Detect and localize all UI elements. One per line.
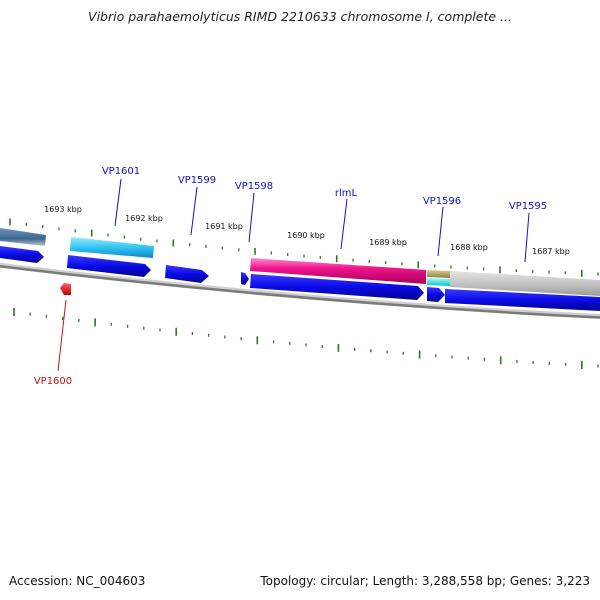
tick-ring-outer (9, 218, 599, 277)
label-leaders (114, 178, 530, 263)
gene-label-vp1601[interactable]: VP1601 (102, 166, 140, 177)
feature-aqua[interactable] (427, 278, 450, 286)
gene-label-vp1595[interactable]: VP1595 (509, 201, 547, 212)
leader-vp1596 (437, 206, 444, 257)
gene-label-vp1598[interactable]: VP1598 (235, 181, 273, 192)
gene-label-vp1596[interactable]: VP1596 (423, 196, 461, 207)
cds-arrow-vp1601[interactable] (67, 255, 151, 277)
scale-label-1691: 1691 kbp (205, 222, 243, 231)
scale-label-1689: 1689 kbp (369, 238, 407, 247)
leader-vp1595 (524, 212, 530, 263)
accession-label: Accession: NC_004603 (9, 574, 146, 588)
map-title: Vibrio parahaemolyticus RIMD 2210633 chr… (88, 9, 512, 24)
feature-cyan[interactable] (70, 237, 154, 258)
gene-label-vp1600[interactable]: VP1600 (34, 376, 72, 387)
tick-ring-inner (13, 308, 599, 370)
scale-label-1690: 1690 kbp (287, 231, 325, 240)
feature-gray[interactable] (450, 271, 600, 296)
leader-vp1600 (57, 299, 67, 372)
gene-label-rlml[interactable]: rlmL (335, 188, 358, 199)
scale-label-1692: 1692 kbp (125, 214, 163, 223)
feature-steel[interactable] (0, 228, 46, 246)
leader-vp1599 (190, 186, 198, 236)
topology-stats: Topology: circular; Length: 3,288,558 bp… (260, 574, 590, 588)
feature-rlmL-magenta[interactable] (250, 258, 426, 284)
backbone-track-edge (0, 264, 600, 319)
feature-olive[interactable] (427, 270, 450, 278)
cds-arrow[interactable] (0, 246, 44, 263)
cds-arrow-vp1599[interactable] (165, 265, 209, 283)
cds-arrow-vp1598[interactable] (241, 272, 249, 285)
cds-arrow-rlmL[interactable] (250, 274, 424, 300)
cds-arrow-vp1595[interactable] (445, 289, 600, 311)
gene-label-vp1599[interactable]: VP1599 (178, 175, 216, 186)
scale-label-1687: 1687 kbp (532, 247, 570, 256)
leader-vp1601 (114, 178, 122, 227)
cds-arrow-vp1596[interactable] (427, 287, 445, 302)
leader-rlml (340, 198, 348, 250)
scale-label-1688: 1688 kbp (450, 243, 488, 252)
cds-arrow-vp1600[interactable] (60, 283, 71, 295)
leader-vp1598 (248, 192, 255, 243)
scale-label-1693: 1693 kbp (44, 205, 82, 214)
